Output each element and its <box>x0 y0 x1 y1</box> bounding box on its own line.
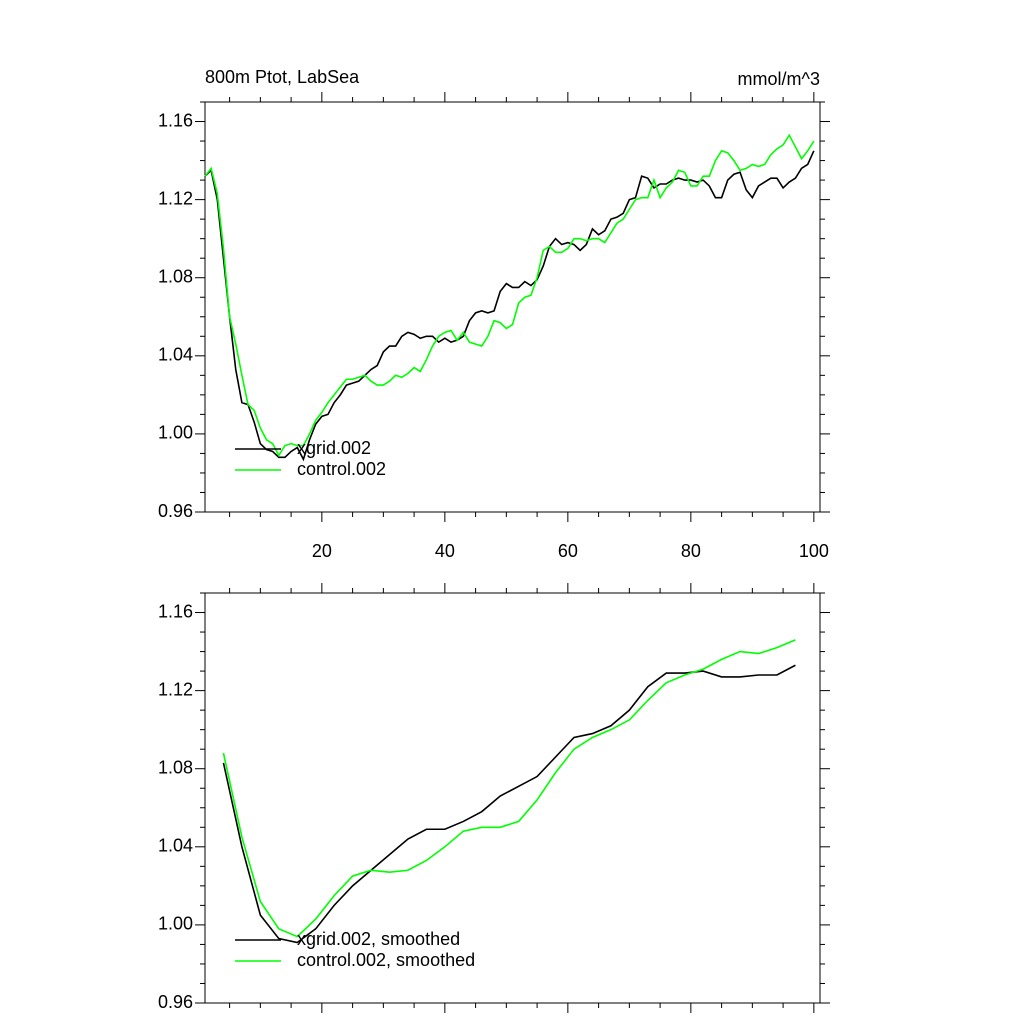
unit-label: mmol/m^3 <box>738 69 820 89</box>
x-tick-label: 80 <box>681 541 701 561</box>
y-tick-label: 1.12 <box>158 679 193 699</box>
series-line <box>204 150 815 462</box>
legend-label: xgrid.002, smoothed <box>297 929 460 949</box>
plot-frame <box>204 101 821 513</box>
plot-frame <box>204 592 821 1004</box>
chart-title: 800m Ptot, LabSea <box>205 67 360 87</box>
y-tick-label: 1.00 <box>158 914 193 934</box>
legend-label: control.002, smoothed <box>297 950 475 970</box>
x-tick-label: 100 <box>799 541 829 561</box>
legend-label: control.002 <box>297 459 386 479</box>
legend-label: xgrid.002 <box>297 438 371 458</box>
series-line <box>204 133 815 457</box>
y-tick-label: 1.12 <box>158 188 193 208</box>
series-line <box>222 639 796 938</box>
y-tick-label: 1.08 <box>158 757 193 777</box>
y-tick-label: 1.16 <box>158 110 193 130</box>
x-tick-label: 40 <box>435 541 455 561</box>
series-line <box>222 664 796 944</box>
y-tick-label: 0.96 <box>158 501 193 521</box>
x-tick-label: 20 <box>312 541 332 561</box>
x-tick-label: 60 <box>558 541 578 561</box>
y-tick-label: 1.04 <box>158 345 193 365</box>
y-tick-label: 0.96 <box>158 992 193 1012</box>
y-tick-label: 1.08 <box>158 266 193 286</box>
y-tick-label: 1.00 <box>158 423 193 443</box>
y-tick-label: 1.04 <box>158 836 193 856</box>
y-tick-label: 1.16 <box>158 601 193 621</box>
